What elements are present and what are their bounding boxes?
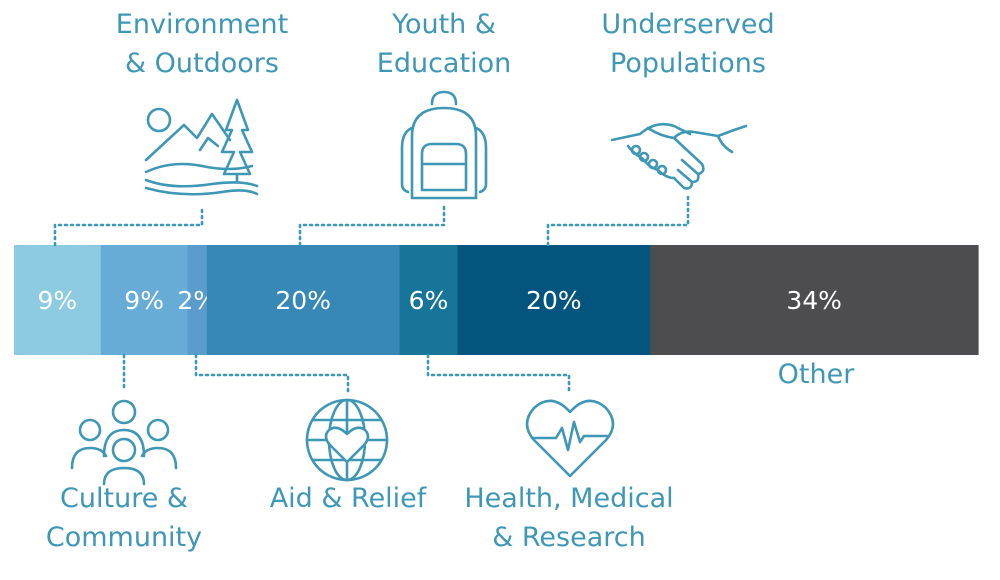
bar-segment bbox=[457, 245, 651, 355]
bar-segment bbox=[100, 245, 189, 355]
heart-pulse-icon bbox=[525, 399, 615, 478]
leader-line bbox=[194, 353, 350, 394]
category-labels: Culture & Community Environment & Outdoors A… bbox=[46, 9, 855, 553]
category-label-line: Environment bbox=[116, 9, 288, 40]
category-label-line: Education bbox=[377, 48, 511, 79]
category-label-line: Underserved bbox=[601, 9, 774, 40]
stacked-bar: 9% 9% 2% 20% 6% 20% 34% bbox=[14, 245, 979, 355]
category-label-line: & Outdoors bbox=[125, 48, 279, 79]
value-label: 9% bbox=[124, 286, 164, 315]
bar-segment bbox=[650, 245, 979, 355]
value-label: 34% bbox=[786, 286, 842, 315]
leader-line bbox=[298, 205, 446, 247]
category-label: Environment & Outdoors bbox=[116, 9, 288, 79]
category-label: Culture & Community bbox=[46, 483, 202, 553]
backpack-icon bbox=[400, 90, 488, 200]
value-label: 9% bbox=[38, 286, 78, 315]
leader-line bbox=[426, 353, 571, 394]
category-label: Underserved Populations bbox=[601, 9, 774, 79]
category-label: Youth & Education bbox=[377, 9, 511, 79]
leader-line bbox=[546, 194, 690, 247]
leader-line bbox=[53, 205, 204, 247]
value-label: 6% bbox=[409, 286, 449, 315]
category-label: Other bbox=[778, 359, 856, 390]
bar-segment bbox=[14, 245, 102, 355]
category-label-line: Culture & bbox=[60, 483, 188, 514]
mountain-landscape-icon bbox=[144, 98, 259, 196]
category-label-line: Health, Medical bbox=[464, 483, 673, 514]
category-label: Health, Medical & Research bbox=[464, 483, 673, 553]
bar-segment bbox=[399, 245, 459, 355]
bar-segment bbox=[187, 245, 208, 355]
value-label: 20% bbox=[275, 286, 331, 315]
globe-heart-icon bbox=[305, 398, 389, 482]
category-label-line: Populations bbox=[610, 48, 766, 79]
leader-lines bbox=[53, 194, 690, 394]
people-group-icon bbox=[70, 399, 178, 486]
category-label-line: Other bbox=[778, 359, 856, 390]
handshake-icon bbox=[610, 122, 748, 190]
category-label-line: Aid & Relief bbox=[270, 483, 428, 514]
category-label-line: & Research bbox=[492, 522, 645, 553]
category-label-line: Community bbox=[46, 522, 202, 553]
bar-segment bbox=[206, 245, 401, 355]
category-label: Aid & Relief bbox=[270, 483, 428, 514]
value-label: 20% bbox=[526, 286, 582, 315]
category-label-line: Youth & bbox=[391, 9, 496, 40]
